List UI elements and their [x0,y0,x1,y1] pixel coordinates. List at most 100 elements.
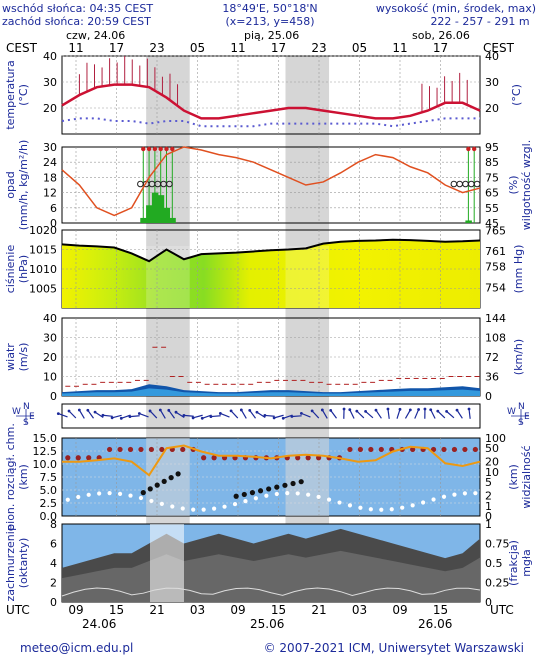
wind-arrow [468,408,471,419]
wind-arrow-head [148,409,152,413]
wind-arrow-head [229,409,233,413]
header: wschód słońca: 04:35 CEST zachód słońca:… [2,2,536,28]
bottom-hour-label: 03 [190,603,205,617]
wind-arrow [102,414,113,417]
footer-email[interactable]: meteo@icm.edu.pl [20,641,133,655]
bottom-hour-label: 15 [433,603,448,617]
cloud-mid-dot [266,486,272,492]
wind-arrow-head [56,412,60,416]
tick-label: 40 [43,312,57,325]
precip-peak-dot [152,146,158,152]
tick-label: 20 [485,102,499,115]
precipitation-ticks: 0 6 12 18 24 30 45 55 65 75 85 95 [43,141,499,230]
wind-arrow-head [174,410,178,414]
wind-arrow-head [386,407,390,411]
temperature-left-label-2: (°C) [17,84,30,106]
wind-arrow [87,409,95,419]
svg-text:E: E [29,412,35,422]
wind-arrow [291,415,302,418]
wind-arrow [68,410,77,419]
wind-arrow-head [248,408,252,412]
wind-arrow-head [119,416,123,420]
night-band [146,56,190,602]
humidity-right-label-2: wilgotność wzgl. [520,140,533,230]
pressure-night-overlay [146,246,330,308]
cloud-clear-gap [150,524,184,602]
wind-arrow-head [200,416,204,420]
cloud-high-dot [451,446,458,453]
wind-arrow-head [255,410,259,414]
cloud-high-dot [148,446,155,453]
wind-arrow [240,409,247,419]
cloud-low-dot [274,491,279,497]
wind-arrow-head [272,416,276,420]
wind-arrow [58,413,68,418]
wind-arrow [330,410,338,419]
bottom-date-label: 25.06 [250,617,284,631]
tick-label: 1 [485,518,492,531]
cloud-high-dot [127,446,134,453]
wind-arrow-head [137,412,141,415]
wind-arrow-head [417,408,420,411]
tick-label: 20 [43,351,57,364]
cloud-low-dot [222,504,227,509]
wind-arrow [168,409,176,419]
tick-label: 1015 [29,244,57,257]
tick-label: 72 [485,351,499,364]
pressure-fill [62,239,480,308]
tick-label: 30 [43,141,57,154]
tick-label: 0.25 [485,577,510,590]
wind-arrow [356,410,365,419]
tick-label: 0.0 [40,510,58,523]
cloud-high-dot [180,446,186,453]
tick-label: 754 [485,282,506,295]
cloud-low-dot [117,491,123,496]
bottom-hour-labels: 09 15 21 03 09 15 21 03 09 15 [68,603,448,617]
wind-arrows [56,407,471,420]
tick-label: 65 [485,187,499,200]
cloud-mid-dot [175,471,181,477]
tick-label: 2 [485,490,492,503]
cloud-mid-dot [249,490,256,496]
cloud-low-dot [379,507,384,512]
cloud-low-dot [97,491,102,496]
top-hour-label: 11 [392,41,407,55]
precip-ring [462,180,469,188]
cloud-mid-dot [154,482,160,488]
wind-arrow [365,410,374,419]
wind-arrow [396,409,401,419]
wind-arrow-head [93,410,97,414]
tick-label: 18 [43,171,57,184]
cloud-high-dot [159,446,165,453]
cloud-low-dot [410,503,415,508]
tick-label: 2 [50,577,57,590]
cloud-high-dot [347,446,353,453]
wind-arrow [311,410,320,419]
cloud-low-dot [285,491,290,496]
top-tz-right: CEST [483,41,515,55]
cloud-left-label-2: (km) [17,464,30,490]
cloud-high-dot [86,455,92,461]
wind-right-label: (km/h) [512,339,525,375]
tick-label: 55 [485,202,499,215]
cloud-low-dot [107,491,112,496]
visibility-right-label-2: widzialność [520,445,533,508]
tick-label: 0.5 [485,557,503,570]
tick-label: 95 [485,141,499,154]
precip-ring [473,180,481,188]
tick-label: 758 [485,261,506,274]
tick-label: 1020 [29,224,57,237]
wind-arrow-head [101,413,105,417]
wind-arrow [437,410,446,419]
cloud-low-dot [347,503,353,508]
wind-arrow [456,409,463,419]
cloud-low-dot [473,491,478,496]
cloud-low-dot [149,498,154,504]
top-tz-left: CEST [6,41,38,55]
svg-text:W: W [507,407,516,417]
wind-arrow-head [290,415,294,418]
bottom-hour-label: 09 [230,603,245,617]
bottom-date-label: 24.06 [82,617,116,631]
wind-arrow-head [167,408,171,412]
